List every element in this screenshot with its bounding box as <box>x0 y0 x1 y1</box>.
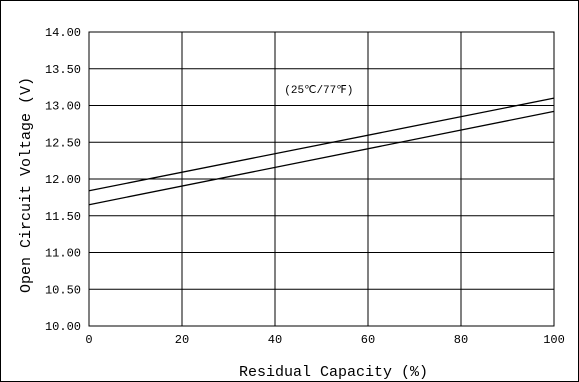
grid <box>88 31 555 327</box>
y-tick-label: 11.00 <box>45 247 81 261</box>
y-tick-label: 12.50 <box>45 136 81 150</box>
series-group <box>88 97 555 206</box>
temperature-annotation: (25℃/77℉) <box>284 85 353 97</box>
y-tick-labels: 10.00 10.50 11.00 11.50 12.00 12.50 13.00 13.50… <box>45 26 81 334</box>
y-tick-label: 13.00 <box>45 100 81 114</box>
y-tick-label: 14.00 <box>45 26 81 40</box>
x-tick-label: 20 <box>175 333 189 347</box>
x-tick-label: 100 <box>543 333 565 347</box>
y-tick-label: 12.00 <box>45 173 81 187</box>
x-tick-label: 60 <box>361 333 375 347</box>
series-line-2 <box>88 110 555 206</box>
x-tick-label: 40 <box>268 333 282 347</box>
plot-area <box>88 31 555 327</box>
y-tick-label: 13.50 <box>45 63 81 77</box>
y-tick-label: 10.50 <box>45 283 81 297</box>
x-tick-label: 80 <box>454 333 468 347</box>
x-tick-labels: 0 20 40 60 80 100 <box>85 333 564 347</box>
y-axis-label: Open Circuit Voltage (V) <box>18 77 35 293</box>
series-line-1 <box>88 97 555 192</box>
x-axis-label: Residual Capacity (%) <box>239 364 428 381</box>
x-tick-label: 0 <box>85 333 92 347</box>
y-tick-label: 11.50 <box>45 210 81 224</box>
y-tick-label: 10.00 <box>45 320 81 334</box>
